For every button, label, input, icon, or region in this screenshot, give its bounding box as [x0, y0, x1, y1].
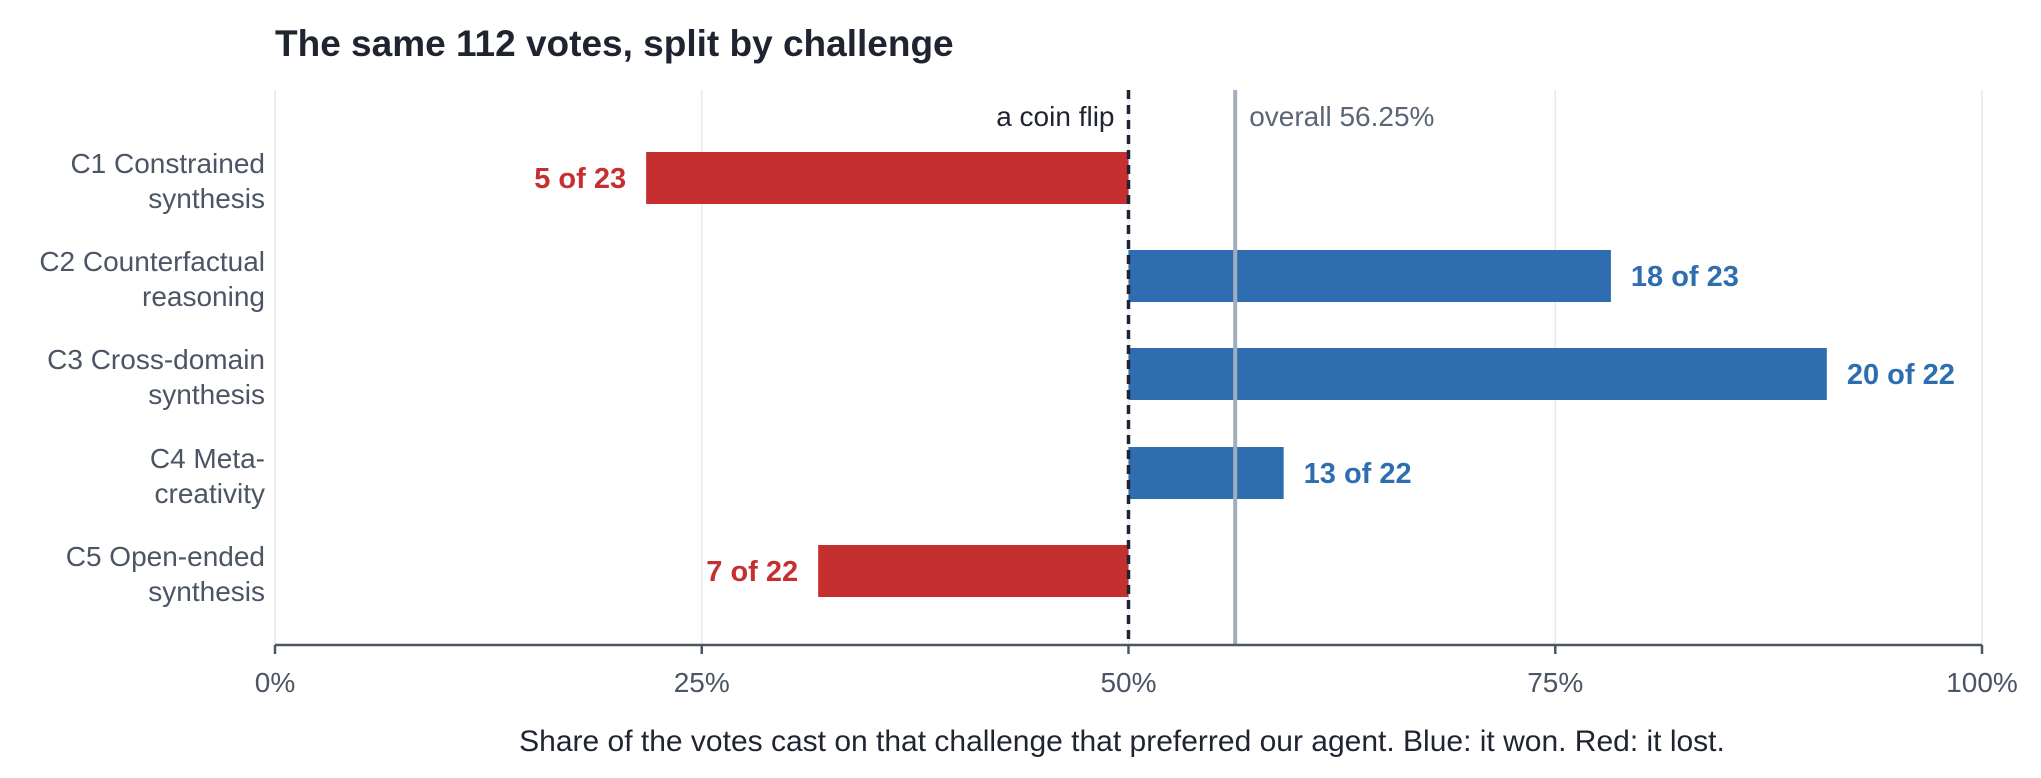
bar	[1128, 447, 1284, 499]
category-label: C2 Counterfactual reasoning	[39, 246, 265, 312]
x-tick-label: 0%	[255, 667, 295, 698]
coin-flip-label: a coin flip	[996, 101, 1114, 132]
category-label: C4 Meta-creativity	[150, 443, 265, 509]
data-label: 5 of 23	[534, 163, 626, 195]
bar	[818, 545, 1129, 597]
category-label: C3 Cross-domain synthesis	[47, 344, 265, 410]
bar	[1128, 348, 1827, 400]
x-tick-label: 75%	[1527, 667, 1583, 698]
data-label: 7 of 22	[706, 556, 798, 588]
category-label: C1 Constrained synthesis	[70, 148, 265, 214]
x-tick-label: 50%	[1100, 667, 1156, 698]
reference-lines: overall 56.25% a coin flip	[996, 90, 1434, 645]
data-label: 18 of 23	[1631, 261, 1739, 293]
bars: 5 of 23 18 of 23 20 of 22 13 of 22 7 of 22	[534, 152, 1955, 597]
bar	[1128, 250, 1611, 302]
data-label: 20 of 22	[1847, 359, 1955, 391]
bar	[646, 152, 1129, 204]
x-tick-label: 100%	[1946, 667, 2018, 698]
chart-title: The same 112 votes, split by challenge	[275, 23, 954, 64]
x-axis: 0% 25% 50% 75% 100%	[255, 643, 2018, 698]
data-label: 13 of 22	[1304, 458, 1412, 490]
x-tick-label: 25%	[674, 667, 730, 698]
category-labels: C1 Constrained synthesis C2 Counterfactual…	[39, 148, 265, 607]
x-axis-label: Share of the votes cast on that challeng…	[519, 725, 1725, 758]
overall-label: overall 56.25%	[1249, 101, 1434, 132]
category-label: C5 Open-ended synthesis	[66, 541, 265, 607]
